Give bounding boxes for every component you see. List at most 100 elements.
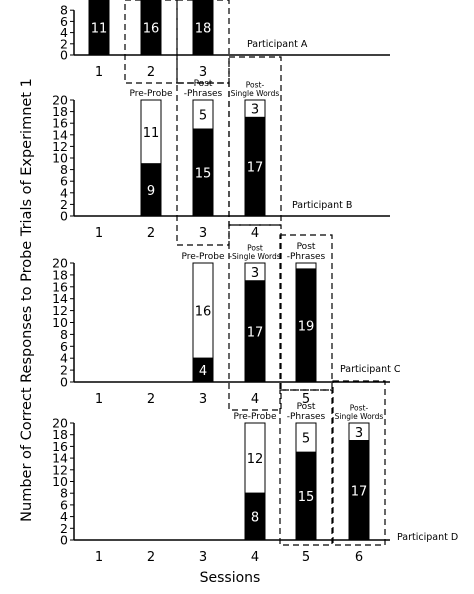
bar-correct-label: 17 — [351, 484, 368, 499]
bar-correct-label: 9 — [147, 184, 155, 199]
x-tick-label: 2 — [147, 65, 155, 80]
y-tick-label: 0 — [60, 48, 68, 63]
x-tick-label: 3 — [199, 226, 207, 241]
y-tick-label: 0 — [60, 375, 68, 390]
bar-remaining-label: 3 — [251, 266, 259, 281]
bar-remaining-label: 3 — [355, 426, 363, 441]
phase-box-0-2 — [124, 0, 178, 84]
phase-box-3-6 — [332, 380, 386, 546]
y-tick-label: 0 — [60, 533, 68, 548]
bar-correct-label: 4 — [199, 364, 207, 379]
participant-label: Participant A — [247, 39, 308, 50]
y-tick-label: 2 — [60, 197, 68, 212]
x-tick-label: 4 — [251, 226, 259, 241]
phase-label: Post -Phrases — [287, 242, 326, 262]
phase-box-3-5 — [279, 389, 333, 546]
phase-box-2-4 — [228, 224, 282, 411]
y-tick-label: 4 — [60, 185, 68, 200]
bar-correct-segment — [295, 451, 317, 541]
y-tick-label: 2 — [60, 521, 68, 536]
bar-remaining-label: 16 — [195, 305, 212, 320]
phase-label: Post-Single Words — [231, 81, 280, 99]
x-tick-label: 3 — [199, 65, 207, 80]
y-tick-label: 8 — [60, 162, 68, 177]
bar-correct-label: 18 — [195, 22, 212, 37]
bar-correct-label: 11 — [91, 22, 108, 37]
y-tick-label: 2 — [60, 36, 68, 51]
y-tick-label: 10 — [52, 474, 68, 489]
bar-correct-label: 8 — [251, 511, 259, 526]
x-tick-label: 1 — [95, 65, 103, 80]
x-tick-label: 2 — [147, 550, 155, 565]
x-tick-label: 4 — [251, 392, 259, 407]
x-tick-label: 1 — [95, 550, 103, 565]
bar-correct-label: 17 — [247, 161, 264, 176]
y-tick-label: 20 — [52, 256, 68, 271]
bar-correct-segment — [192, 0, 214, 56]
y-tick-label: 8 — [60, 3, 68, 18]
x-tick-label: 5 — [302, 392, 310, 407]
y-tick-label: 4 — [60, 25, 68, 40]
participant-label: Participant C — [340, 364, 401, 375]
bar-remaining-label: 3 — [251, 103, 259, 118]
figure-x-axis-label: Sessions — [200, 570, 261, 586]
bar-correct-segment — [348, 440, 370, 541]
y-tick-label: 12 — [52, 462, 68, 477]
y-tick-label: 20 — [52, 416, 68, 431]
phase-label: Post -Phrases — [287, 402, 326, 422]
bar-remaining-label: 5 — [302, 432, 310, 447]
y-tick-label: 14 — [52, 291, 68, 306]
y-tick-label: 4 — [60, 509, 68, 524]
x-tick-label: 4 — [251, 550, 259, 565]
y-tick-label: 16 — [52, 116, 68, 131]
x-tick-label: 2 — [147, 392, 155, 407]
bar-remaining-label: 11 — [143, 126, 160, 141]
y-tick-label: 14 — [52, 451, 68, 466]
x-tick-label: 1 — [95, 226, 103, 241]
x-tick-label: 2 — [147, 226, 155, 241]
phase-label: Post -Phrases — [184, 79, 223, 99]
phase-label: Post-Single Words — [229, 244, 280, 262]
bar-correct-label: 19 — [298, 319, 315, 334]
bar-correct-label: 17 — [247, 325, 264, 340]
figure-y-axis-label: Number of Correct Responses to Probe Tri… — [19, 78, 35, 522]
phase-label: Pre-Probe — [233, 412, 277, 422]
y-tick-label: 0 — [60, 209, 68, 224]
y-tick-label: 16 — [52, 439, 68, 454]
y-tick-label: 16 — [52, 279, 68, 294]
bar-correct-segment — [88, 0, 110, 56]
y-tick-label: 12 — [52, 139, 68, 154]
y-tick-label: 2 — [60, 363, 68, 378]
bar-correct-label: 15 — [195, 167, 212, 182]
y-tick-label: 8 — [60, 486, 68, 501]
y-tick-label: 6 — [60, 339, 68, 354]
bar-correct-segment — [244, 280, 266, 383]
bar-correct-segment — [244, 492, 266, 541]
bar-remaining-segment — [295, 262, 317, 270]
participant-label: Participant D — [397, 532, 458, 543]
y-tick-label: 6 — [60, 497, 68, 512]
y-tick-label: 4 — [60, 351, 68, 366]
y-tick-label: 20 — [52, 93, 68, 108]
bar-remaining-label: 5 — [199, 109, 207, 124]
bar-correct-label: 16 — [143, 22, 160, 37]
bar-correct-segment — [140, 163, 162, 217]
bar-correct-segment — [192, 128, 214, 217]
y-tick-label: 14 — [52, 127, 68, 142]
bar-correct-label: 15 — [298, 490, 315, 505]
x-tick-label: 3 — [199, 550, 207, 565]
x-tick-label: 1 — [95, 392, 103, 407]
y-tick-label: 8 — [60, 327, 68, 342]
bar-correct-segment — [295, 268, 317, 383]
bar-remaining-label: 12 — [247, 452, 264, 467]
bar-correct-segment — [192, 357, 214, 383]
y-tick-label: 10 — [52, 315, 68, 330]
x-tick-label: 3 — [199, 392, 207, 407]
phase-label: Pre-Probe — [181, 252, 225, 262]
y-tick-label: 18 — [52, 267, 68, 282]
bar-correct-segment — [244, 116, 266, 217]
y-tick-label: 12 — [52, 303, 68, 318]
participant-label: Participant B — [292, 200, 352, 211]
y-tick-label: 18 — [52, 104, 68, 119]
